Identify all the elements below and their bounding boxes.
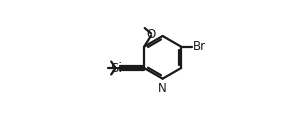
Text: N: N <box>158 82 167 95</box>
Text: Br: Br <box>193 40 206 53</box>
Text: O: O <box>147 28 156 41</box>
Text: Si: Si <box>110 61 122 75</box>
